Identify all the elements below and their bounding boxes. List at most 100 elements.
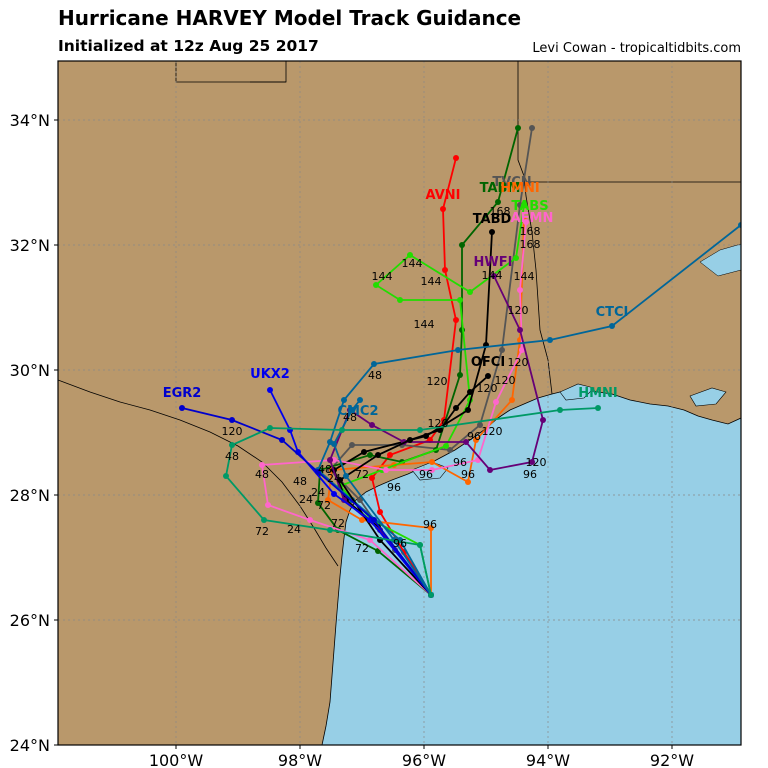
- track-point: [315, 500, 321, 506]
- track-point: [223, 473, 229, 479]
- track-point: [341, 397, 347, 403]
- track-point: [738, 222, 741, 228]
- track-point: [467, 389, 473, 395]
- track-point: [440, 206, 446, 212]
- track-point: [453, 317, 459, 323]
- track-point: [465, 479, 471, 485]
- track-point: [357, 497, 363, 503]
- track-point: [453, 155, 459, 161]
- track-point: [371, 361, 377, 367]
- forecast-hour-label: 120: [222, 425, 243, 438]
- track-point: [417, 542, 423, 548]
- track-point: [447, 447, 453, 453]
- forecast-hour-label: 144: [421, 275, 442, 288]
- land-area: [58, 61, 741, 745]
- track-point: [529, 459, 535, 465]
- model-label: UKX2: [250, 367, 290, 382]
- track-point: [357, 397, 363, 403]
- track-point: [457, 297, 463, 303]
- forecast-hour-label: 96: [387, 481, 401, 494]
- forecast-hour-label: 120: [477, 382, 498, 395]
- track-point: [349, 407, 355, 413]
- x-tick-label: 100°W: [149, 751, 204, 768]
- track-point: [359, 517, 365, 523]
- track-point: [325, 497, 331, 503]
- tick-marks: [54, 119, 673, 749]
- forecast-hour-label: 72: [331, 517, 345, 530]
- x-tick-label: 94°W: [526, 751, 570, 768]
- forecast-hour-label: 24: [327, 472, 341, 485]
- sabine-lake: [559, 383, 595, 401]
- track-point: [331, 441, 337, 447]
- track-point: [493, 399, 499, 405]
- track-point: [315, 469, 321, 475]
- forecast-hour-label: 96: [393, 537, 407, 550]
- forecast-hour-label: 72: [317, 499, 331, 512]
- forecast-hour-label: 96: [461, 468, 475, 481]
- track-point: [429, 467, 435, 473]
- track-point: [517, 287, 523, 293]
- forecast-hour-label: 144: [372, 270, 393, 283]
- track-point: [521, 202, 527, 208]
- model-tracks: [179, 125, 741, 598]
- track-point: [609, 323, 615, 329]
- track-point: [557, 407, 563, 413]
- calcasieu-lake: [689, 387, 727, 407]
- track-point: [499, 347, 505, 353]
- forecast-hour-label: 144: [482, 269, 503, 282]
- track-point: [489, 229, 495, 235]
- init-time-subtitle: Initialized at 12z Aug 25 2017: [58, 37, 319, 55]
- y-tick-label: 24°N: [10, 736, 50, 755]
- track-point: [375, 452, 381, 458]
- forecast-hour-label: 96: [423, 518, 437, 531]
- track-point: [437, 427, 443, 433]
- track-point: [279, 437, 285, 443]
- map-title: Hurricane HARVEY Model Track Guidance: [58, 6, 522, 30]
- track-point: [485, 373, 491, 379]
- track-point: [519, 347, 525, 353]
- forecast-hour-label: 48: [343, 411, 357, 424]
- y-tick-label: 30°N: [10, 361, 50, 380]
- track-point: [515, 125, 521, 131]
- track-point: [349, 442, 355, 448]
- forecast-hour-label: 48: [293, 475, 307, 488]
- model-label: OFCI: [471, 355, 505, 370]
- track-point: [369, 422, 375, 428]
- forecast-hour-label: 120: [508, 304, 529, 317]
- track-point: [367, 452, 373, 458]
- track-point: [428, 592, 434, 598]
- track-point: [443, 443, 449, 449]
- model-label: TABD: [473, 212, 512, 227]
- forecast-hour-label: 144: [514, 270, 535, 283]
- y-tick-label: 32°N: [10, 236, 50, 255]
- track-point: [465, 407, 471, 413]
- forecast-hour-label: 48: [225, 450, 239, 463]
- track-point: [429, 459, 435, 465]
- plot-frame: [57, 60, 742, 746]
- track-point: [442, 267, 448, 273]
- track-point: [261, 517, 267, 523]
- track-point: [509, 397, 515, 403]
- axis-labels: 100°W 98°W 96°W 94°W 92°W 34°N 32°N 30°N…: [10, 111, 695, 768]
- track-point: [229, 442, 235, 448]
- forecast-hour-label: 120: [427, 375, 448, 388]
- track-point: [383, 467, 389, 473]
- model-label: AEMN: [511, 211, 554, 226]
- track-point: [339, 427, 345, 433]
- forecast-hour-label: 120: [508, 356, 529, 369]
- track-point: [267, 387, 273, 393]
- forecast-hour-label: 24: [287, 523, 301, 536]
- model-label: HWFI: [474, 255, 513, 270]
- track-point: [307, 517, 313, 523]
- track-point: [265, 502, 271, 508]
- model-label: TABS: [511, 199, 548, 214]
- model-label: CMC2: [337, 404, 378, 419]
- track-point: [523, 219, 529, 225]
- forecast-hour-label: 168: [520, 238, 541, 251]
- y-tick-label: 26°N: [10, 611, 50, 630]
- model-label: AVNI: [426, 188, 461, 203]
- forecast-hour-label: 48: [318, 463, 332, 476]
- source-credit: Levi Cowan - tropicaltidbits.com: [532, 41, 741, 56]
